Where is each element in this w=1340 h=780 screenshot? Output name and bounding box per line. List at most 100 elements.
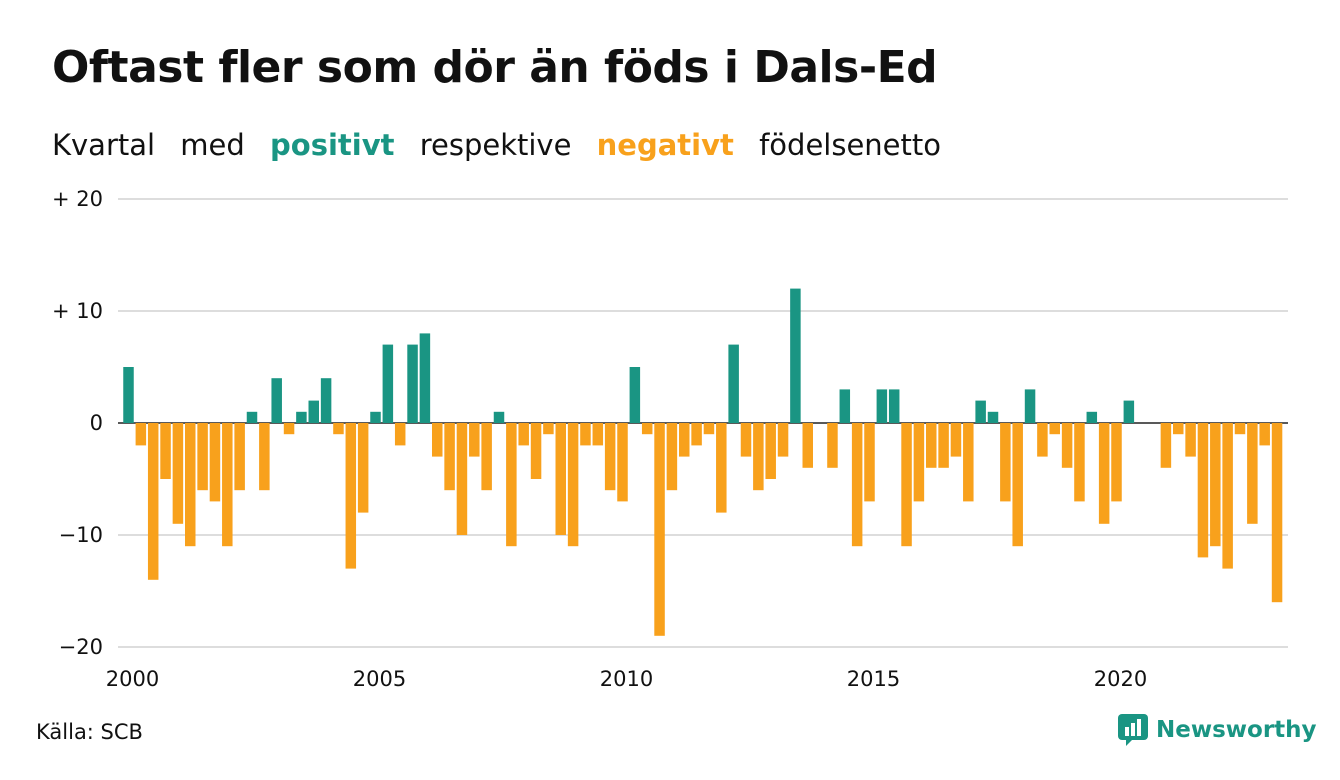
bar xyxy=(926,423,937,468)
bar xyxy=(197,423,208,491)
source-note: Källa: SCB xyxy=(36,720,143,744)
bar xyxy=(975,400,986,423)
bar xyxy=(839,389,851,423)
bar xyxy=(493,411,505,423)
y-tick-label: 0 xyxy=(90,411,103,435)
bar xyxy=(382,344,394,423)
bar xyxy=(209,423,221,502)
bar xyxy=(1000,423,1011,502)
bar xyxy=(370,411,381,423)
bar-chart: + 20 + 10 0 −10 −20 2000 2005 2010 2015 2020 xyxy=(52,187,1288,691)
bar xyxy=(802,423,813,468)
bar xyxy=(308,400,319,423)
bar xyxy=(641,423,653,435)
bar xyxy=(1061,423,1073,468)
bar xyxy=(716,423,727,513)
bar xyxy=(345,423,357,569)
bar xyxy=(888,389,900,423)
bar xyxy=(1024,389,1036,423)
bar xyxy=(506,423,517,547)
bar xyxy=(703,423,715,435)
bar xyxy=(147,423,159,580)
y-tick-label: + 20 xyxy=(52,187,103,211)
bar xyxy=(481,423,492,491)
bar xyxy=(185,423,196,547)
bar xyxy=(555,423,566,535)
bar xyxy=(1247,423,1258,524)
bar xyxy=(913,423,925,502)
bar xyxy=(666,423,678,491)
bar xyxy=(1160,423,1172,468)
bar xyxy=(1197,423,1209,558)
bar xyxy=(777,423,789,457)
bar xyxy=(901,423,912,547)
x-tick-label: 2020 xyxy=(1094,667,1147,691)
bar xyxy=(1111,423,1122,502)
bar xyxy=(740,423,752,457)
bar xyxy=(1234,423,1246,435)
bar xyxy=(567,423,579,547)
bar xyxy=(604,423,616,491)
brand-name: Newsworthy xyxy=(1156,717,1317,743)
bar xyxy=(123,367,134,423)
bar xyxy=(172,423,184,524)
chart-title: Oftast fler som dör än föds i Dals-Ed xyxy=(52,42,938,93)
x-tick-label: 2010 xyxy=(600,667,653,691)
bar xyxy=(160,423,171,479)
bar xyxy=(394,423,406,446)
x-axis-ticks: 2000 2005 2010 2015 2020 xyxy=(106,667,1147,691)
bar xyxy=(530,423,542,479)
x-tick-label: 2000 xyxy=(106,667,159,691)
y-tick-label: + 10 xyxy=(52,299,103,323)
bar xyxy=(444,423,455,491)
bar xyxy=(728,344,739,423)
y-axis-ticks: + 20 + 10 0 −10 −20 xyxy=(52,187,103,659)
bar xyxy=(1271,423,1283,603)
bar xyxy=(469,423,480,457)
bars xyxy=(123,288,1283,636)
bar xyxy=(691,423,702,446)
bar xyxy=(333,423,344,435)
bar xyxy=(357,423,369,513)
bar xyxy=(283,423,295,435)
bar xyxy=(1037,423,1048,457)
bar xyxy=(419,333,431,423)
subtitle-word: Kvartal xyxy=(52,128,156,162)
x-tick-label: 2005 xyxy=(353,667,406,691)
bar xyxy=(753,423,764,491)
bar xyxy=(407,344,418,423)
newsworthy-logo-icon xyxy=(1118,714,1148,746)
bar xyxy=(580,423,591,446)
bar xyxy=(654,423,665,636)
bar xyxy=(827,423,838,468)
bar xyxy=(320,378,332,423)
x-tick-label: 2015 xyxy=(847,667,900,691)
subtitle-positive-label: positivt xyxy=(270,128,395,162)
bar xyxy=(617,423,628,502)
brand-logo: Newsworthy xyxy=(1118,714,1317,746)
y-tick-label: −20 xyxy=(59,635,103,659)
bar xyxy=(259,423,270,491)
bar xyxy=(432,423,443,457)
subtitle-word: med xyxy=(180,128,245,162)
bar xyxy=(456,423,468,535)
y-tick-label: −10 xyxy=(59,523,103,547)
bar xyxy=(1098,423,1110,524)
bar xyxy=(234,423,245,491)
bar xyxy=(222,423,233,547)
bar xyxy=(296,411,307,423)
bar xyxy=(950,423,962,457)
bar xyxy=(876,389,888,423)
bar xyxy=(1012,423,1023,547)
bar xyxy=(864,423,875,502)
bar xyxy=(963,423,974,502)
bar xyxy=(1222,423,1233,569)
bar xyxy=(543,423,554,435)
bar xyxy=(1123,400,1135,423)
bar xyxy=(135,423,147,446)
bar xyxy=(1049,423,1060,435)
bar xyxy=(1173,423,1184,435)
bar xyxy=(518,423,529,446)
bar xyxy=(629,367,641,423)
bar xyxy=(987,411,999,423)
